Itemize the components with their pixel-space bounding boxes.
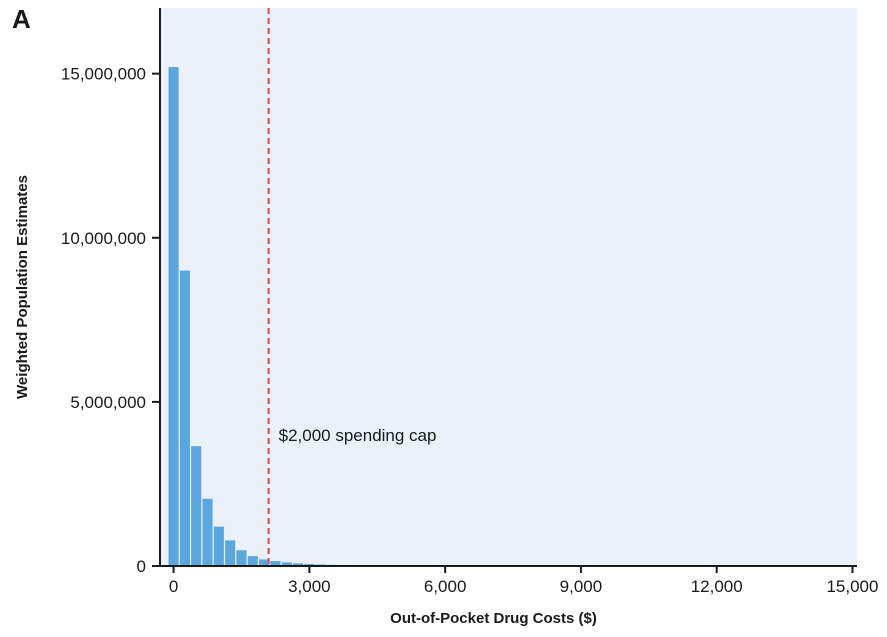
x-tick-label: 9,000 xyxy=(560,577,603,596)
spending-cap-label: $2,000 spending cap xyxy=(279,426,437,445)
histogram-bar xyxy=(292,563,304,566)
histogram-bar xyxy=(191,446,202,566)
histogram-bar xyxy=(259,559,270,566)
x-tick-label: 0 xyxy=(169,577,178,596)
histogram-bar xyxy=(236,550,247,566)
y-tick-label: 0 xyxy=(137,557,146,576)
x-tick-label: 12,000 xyxy=(691,577,743,596)
histogram-bar xyxy=(225,540,236,566)
histogram-bar xyxy=(168,67,179,567)
y-axis-title: Weighted Population Estimates xyxy=(14,175,31,399)
histogram-bar xyxy=(179,270,190,566)
x-ticks-group: 0 3,000 6,000 9,000 12,000 15,000 xyxy=(169,566,878,596)
panel-label: A xyxy=(12,4,31,34)
bars-group xyxy=(168,67,858,567)
x-tick-label: 15,000 xyxy=(826,577,878,596)
histogram-bar xyxy=(202,498,213,566)
histogram-bar xyxy=(247,556,258,566)
y-tick-label: 5,000,000 xyxy=(70,393,146,412)
x-tick-label: 6,000 xyxy=(424,577,467,596)
histogram-bar xyxy=(213,526,224,566)
x-tick-label: 3,000 xyxy=(288,577,331,596)
y-ticks-group: 0 5,000,000 10,000,000 15,000,000 xyxy=(61,65,160,576)
histogram-bar xyxy=(270,561,281,566)
plot-background xyxy=(160,8,857,566)
y-tick-label: 10,000,000 xyxy=(61,229,146,248)
x-axis-title: Out-of-Pocket Drug Costs ($) xyxy=(390,610,597,627)
y-tick-label: 15,000,000 xyxy=(61,65,146,84)
histogram-bar xyxy=(281,562,292,566)
